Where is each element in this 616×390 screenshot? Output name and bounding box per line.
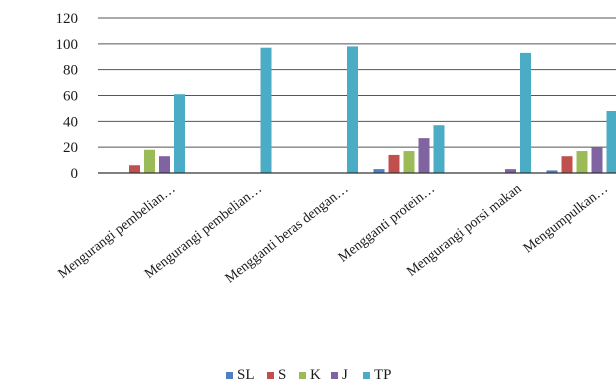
- bar-sl-4: [373, 169, 385, 173]
- legend-label-s: S: [278, 367, 286, 383]
- legend-label-k: K: [310, 367, 321, 383]
- bar-tp-2: [260, 47, 272, 174]
- category-label: Mengumpulkan…: [521, 181, 611, 256]
- legend-swatch-sl: [226, 372, 233, 379]
- bar-tp-5: [520, 52, 531, 173]
- legend: SL S K J TP: [226, 367, 392, 383]
- bar-s-6: [561, 156, 573, 173]
- y-tick-label: 0: [71, 166, 79, 182]
- bar-s-4: [388, 154, 400, 173]
- bar-j-4: [418, 138, 430, 173]
- bar-tp-4: [433, 125, 445, 173]
- bars: [129, 46, 616, 174]
- bar-tp-3: [347, 46, 358, 173]
- bar-j-1: [159, 156, 170, 173]
- legend-swatch-s: [267, 372, 274, 379]
- bar-k-4: [403, 151, 415, 173]
- y-tick-label: 40: [63, 114, 78, 130]
- legend-swatch-k: [299, 372, 306, 379]
- y-tick-label: 100: [56, 37, 79, 53]
- bar-j-6: [591, 147, 603, 173]
- y-axis-ticks: 0 20 40 60 80 100 120: [56, 11, 79, 182]
- bar-k-1: [144, 149, 155, 173]
- legend-swatch-j: [331, 372, 338, 379]
- bar-k-6: [576, 151, 588, 173]
- legend-swatch-tp: [363, 372, 370, 379]
- bar-j-5: [505, 169, 516, 173]
- bar-s-1: [129, 165, 140, 173]
- y-tick-label: 60: [63, 89, 78, 105]
- y-tick-label: 80: [63, 63, 78, 79]
- y-tick-label: 20: [63, 140, 78, 156]
- bar-tp-1: [174, 94, 185, 173]
- legend-label-tp: TP: [374, 367, 392, 383]
- bar-sl-6: [546, 170, 558, 173]
- legend-label-sl: SL: [237, 367, 255, 383]
- y-tick-label: 120: [56, 11, 79, 27]
- category-labels: Mengurangi pembelian…Mengurangi pembelia…: [56, 181, 611, 286]
- bar-tp-6: [606, 111, 616, 173]
- legend-label-j: J: [342, 367, 348, 383]
